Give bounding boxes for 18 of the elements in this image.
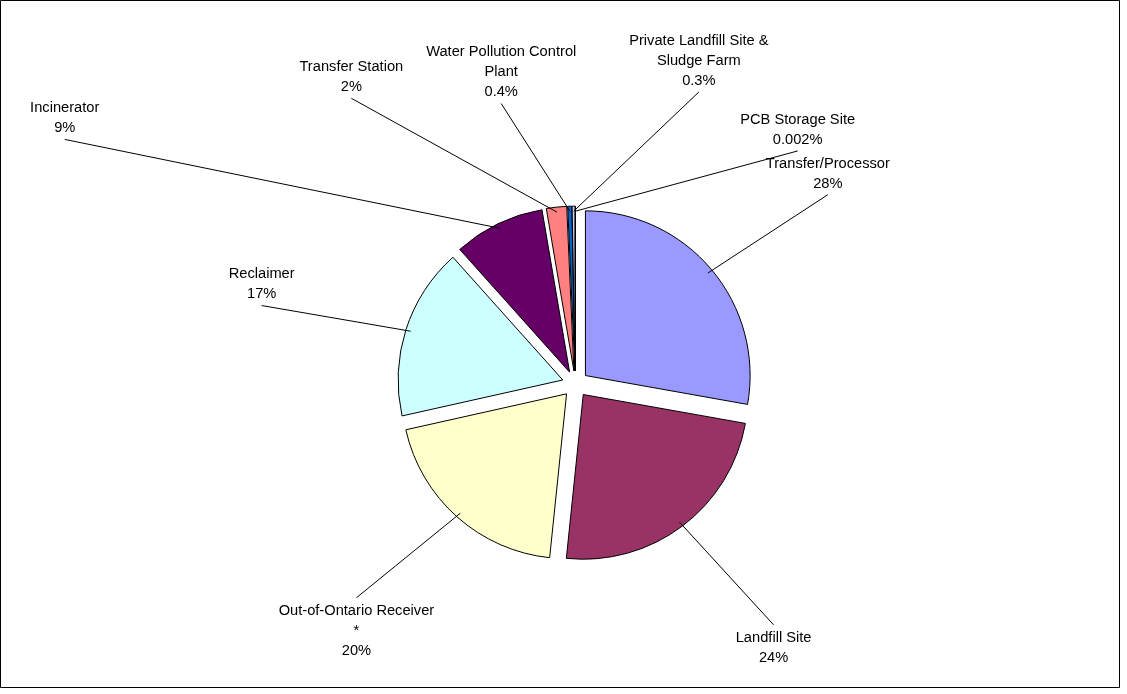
slice-label: Transfer Station — [299, 58, 404, 75]
slice-label: Out-of-Ontario Receiver * — [278, 602, 435, 638]
slice-label: Transfer/Processor — [765, 154, 890, 171]
data-label: 2% — [340, 78, 362, 95]
data-label: 28% — [813, 174, 843, 191]
slice-label: Private Landfill Site & Sludge Farm — [629, 31, 769, 68]
data-label: 9% — [54, 119, 76, 136]
data-label: 0.002% — [772, 130, 823, 147]
data-label: 17% — [246, 285, 277, 302]
slice-label: Landfill Site — [735, 628, 812, 645]
slice-label: Reclaimer — [228, 265, 295, 282]
slice-label: Water Pollution Control Plant — [426, 43, 577, 80]
data-label: 0.3% — [682, 71, 716, 88]
data-label: 24% — [758, 648, 789, 665]
slice-label: PCB Storage Site — [740, 110, 856, 127]
data-label: 0.4% — [484, 83, 518, 100]
data-label: 20% — [341, 642, 372, 658]
slice-label: Incinerator — [30, 99, 100, 116]
